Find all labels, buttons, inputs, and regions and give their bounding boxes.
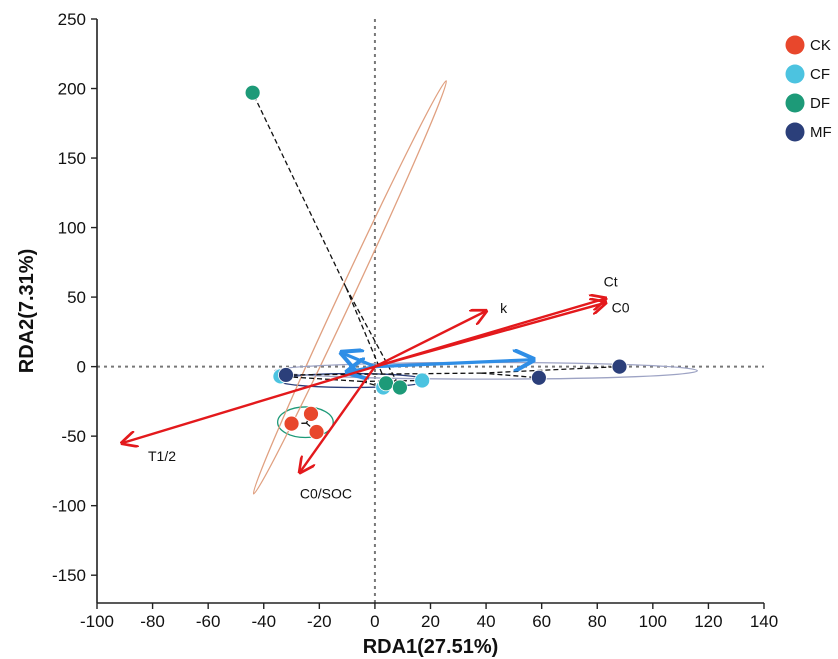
blue-arrow-1 bbox=[374, 360, 533, 367]
arrow-label-c0: C0 bbox=[612, 300, 630, 316]
point-ck-3 bbox=[308, 424, 325, 440]
y-tick-label: -150 bbox=[52, 566, 86, 585]
y-tick-label: 150 bbox=[58, 149, 86, 168]
y-tick-label: 0 bbox=[77, 358, 86, 377]
red-arrow-c0 bbox=[374, 303, 606, 368]
y-tick-label: -100 bbox=[52, 497, 86, 516]
ellipse-df bbox=[252, 80, 448, 495]
x-tick-label: -20 bbox=[307, 612, 332, 631]
centroid-line-mf-2 bbox=[481, 372, 539, 379]
legend-marker-cf bbox=[785, 64, 805, 84]
red-vectors: Ct C0 k T1/2 C0/SOC bbox=[122, 273, 630, 501]
arrow-label-c0-soc: C0/SOC bbox=[300, 485, 352, 501]
x-tick-label: 80 bbox=[588, 612, 607, 631]
zero-reference-lines bbox=[97, 19, 764, 603]
arrow-label-ct: Ct bbox=[604, 273, 618, 289]
x-tick-label: 140 bbox=[750, 612, 778, 631]
x-tick-label: 60 bbox=[532, 612, 551, 631]
point-ck-1 bbox=[283, 415, 300, 432]
axes: -100 -80 -60 -40 -20 0 20 40 60 80 100 120 140 -150 -1… bbox=[16, 10, 778, 658]
legend-label-mf: MF bbox=[810, 124, 832, 141]
centroid-line-mf-1 bbox=[285, 372, 482, 376]
centroid-line-mf-3 bbox=[481, 365, 620, 374]
centroid-line-cf-3 bbox=[361, 379, 423, 383]
centroid-line-df-1 bbox=[252, 92, 347, 289]
legend-marker-df bbox=[785, 93, 805, 113]
centroid-line-df-3 bbox=[345, 287, 401, 388]
centroid-line-cf-1 bbox=[280, 375, 362, 383]
legend-label-df: DF bbox=[810, 95, 830, 112]
point-df-2 bbox=[378, 375, 394, 392]
centroid-line-df-2 bbox=[345, 287, 387, 384]
x-axis-title: RDA1(27.51%) bbox=[363, 636, 499, 658]
arrow-label-t1-2: T1/2 bbox=[148, 448, 176, 464]
x-tick-label: 40 bbox=[477, 612, 496, 631]
x-tick-label: -60 bbox=[196, 612, 221, 631]
red-arrow-c0-soc bbox=[300, 365, 376, 473]
red-arrow-t1-2 bbox=[122, 365, 376, 443]
red-arrow-k bbox=[374, 311, 486, 368]
arrow-label-k: k bbox=[500, 300, 508, 316]
legend-marker-mf bbox=[785, 122, 805, 142]
legend: CK CF DF MF bbox=[785, 35, 832, 142]
y-tick-label: -50 bbox=[61, 427, 86, 446]
point-ck-2 bbox=[303, 405, 319, 422]
legend-label-ck: CK bbox=[810, 37, 831, 54]
point-mf-1 bbox=[278, 367, 294, 383]
point-mf-2 bbox=[530, 369, 547, 386]
x-tick-label: -100 bbox=[80, 612, 114, 631]
point-df-1 bbox=[244, 84, 261, 101]
y-tick-label: 250 bbox=[58, 10, 86, 29]
point-cf-3 bbox=[414, 372, 431, 389]
x-tick-label: 20 bbox=[421, 612, 440, 631]
y-tick-label: 50 bbox=[67, 288, 86, 307]
point-df-3 bbox=[392, 379, 408, 396]
x-tick-label: 0 bbox=[370, 612, 379, 631]
ellipse-ck bbox=[276, 406, 334, 439]
x-tick-label: 120 bbox=[694, 612, 722, 631]
point-mf-3 bbox=[611, 358, 628, 375]
legend-label-cf: CF bbox=[810, 66, 830, 83]
x-tick-label: -80 bbox=[140, 612, 165, 631]
y-tick-label: 100 bbox=[58, 219, 86, 238]
x-tick-label: -40 bbox=[251, 612, 276, 631]
group-centroid-lines bbox=[252, 92, 620, 433]
y-axis-title: RDA2(7.31%) bbox=[16, 249, 38, 373]
y-tick-label: 200 bbox=[58, 80, 86, 99]
blue-vectors bbox=[342, 353, 534, 372]
sample-points bbox=[244, 84, 628, 440]
legend-marker-ck bbox=[785, 35, 805, 55]
x-tick-label: 100 bbox=[639, 612, 667, 631]
